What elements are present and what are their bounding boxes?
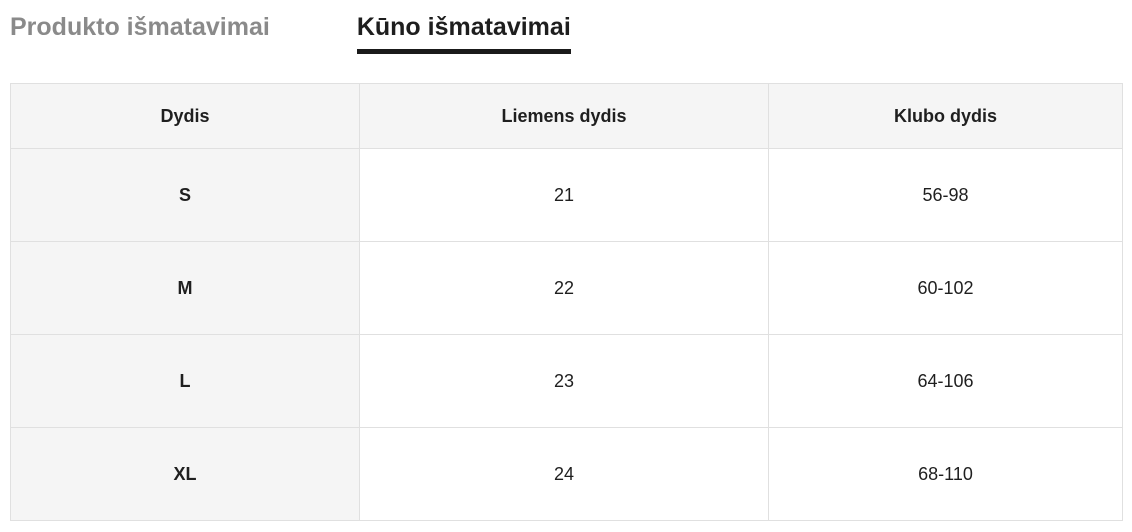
size-cell: S [10, 148, 360, 242]
column-header-hips: Klubo dydis [768, 83, 1123, 149]
measurement-tabs: Produkto išmatavimai Kūno išmatavimai [0, 0, 1132, 54]
column-header-waist: Liemens dydis [359, 83, 769, 149]
waist-cell: 24 [359, 427, 769, 521]
table-header-row: Dydis Liemens dydis Klubo dydis [10, 83, 1123, 149]
waist-cell: 22 [359, 241, 769, 335]
table-row: M 22 60-102 [10, 241, 1123, 335]
waist-cell: 21 [359, 148, 769, 242]
column-header-size: Dydis [10, 83, 360, 149]
size-cell: L [10, 334, 360, 428]
table-row: XL 24 68-110 [10, 427, 1123, 521]
hips-cell: 68-110 [768, 427, 1123, 521]
tab-product-measurements[interactable]: Produkto išmatavimai [10, 13, 270, 41]
hips-cell: 64-106 [768, 334, 1123, 428]
hips-cell: 56-98 [768, 148, 1123, 242]
table-row: L 23 64-106 [10, 334, 1123, 428]
size-cell: M [10, 241, 360, 335]
size-cell: XL [10, 427, 360, 521]
tab-body-measurements[interactable]: Kūno išmatavimai [356, 12, 571, 54]
table-row: S 21 56-98 [10, 148, 1123, 242]
waist-cell: 23 [359, 334, 769, 428]
size-table: Dydis Liemens dydis Klubo dydis S 21 56-… [10, 83, 1123, 521]
hips-cell: 60-102 [768, 241, 1123, 335]
